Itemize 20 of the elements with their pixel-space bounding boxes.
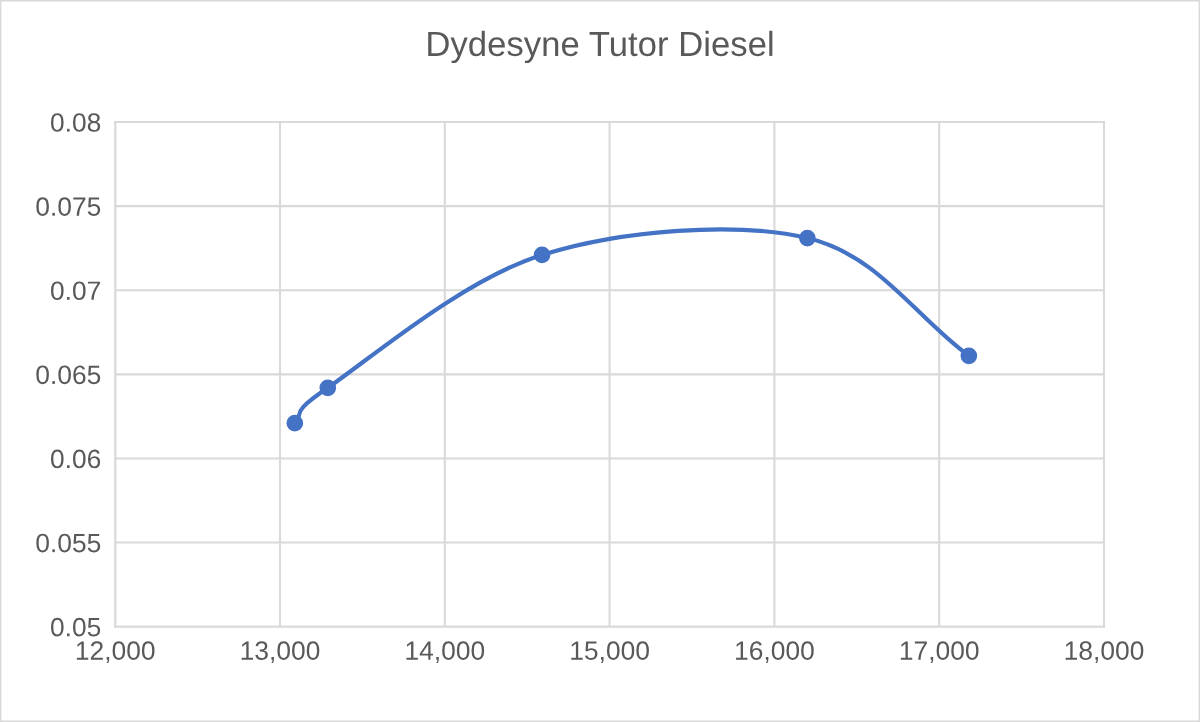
x-tick-label: 14,000 xyxy=(406,641,485,664)
y-tick-label: 0.065 xyxy=(36,365,101,385)
x-tick-label: 15,000 xyxy=(571,641,649,664)
x-tick-label: 13,000 xyxy=(241,641,320,664)
x-tick-label: 18,000 xyxy=(1065,641,1144,664)
y-tick-label: 0.055 xyxy=(36,533,101,553)
y-tick-label: 0.08 xyxy=(50,113,101,132)
y-tick-label: 0.06 xyxy=(50,449,101,469)
point xyxy=(799,229,816,247)
y-tick-label: 0.075 xyxy=(36,197,101,216)
point xyxy=(319,379,337,397)
y-tick-label: 0.07 xyxy=(50,281,100,301)
y-tick-label: 0.05 xyxy=(50,617,101,637)
x-tick-label: 17,000 xyxy=(900,641,979,664)
point xyxy=(960,347,978,365)
point xyxy=(286,414,304,432)
x-tick-label: 16,000 xyxy=(736,641,814,664)
x-tick-label: 12,000 xyxy=(76,641,155,664)
chart-title: Dydesyne Tutor Diesel xyxy=(428,30,773,64)
point xyxy=(533,246,551,264)
